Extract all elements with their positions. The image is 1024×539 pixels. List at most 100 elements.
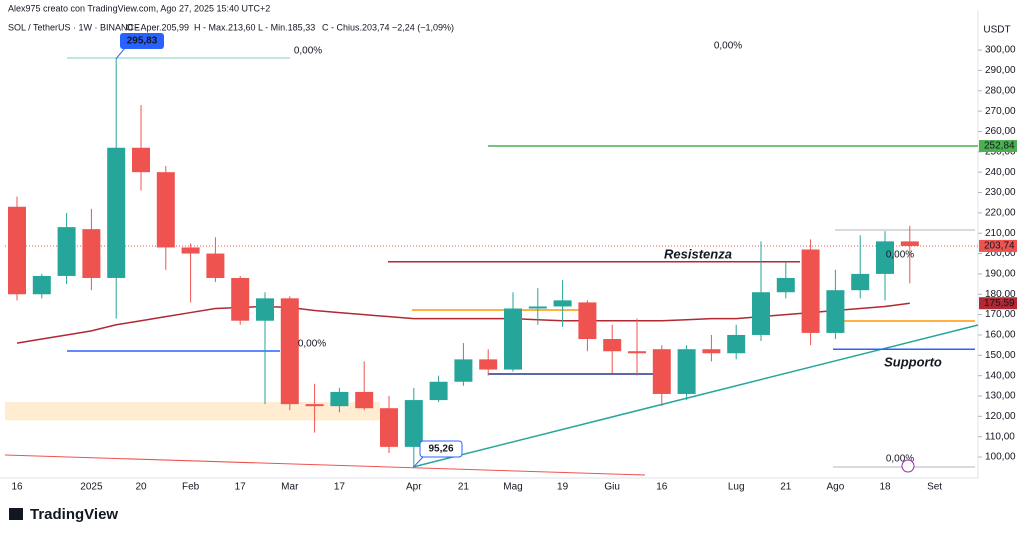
percent-label: 0,00% <box>714 41 742 52</box>
y-tick-label: 140,00 <box>985 370 1016 381</box>
candle-body <box>578 302 597 340</box>
min-label: 95,26 <box>428 444 453 455</box>
x-tick-label: 2025 <box>80 482 103 493</box>
x-tick-label: 17 <box>334 482 346 493</box>
candle-body <box>900 241 919 246</box>
candle-body <box>181 247 200 254</box>
x-tick-label: Mag <box>503 482 522 493</box>
candle-body <box>330 391 349 407</box>
x-tick-label: 20 <box>135 482 147 493</box>
max-tag <box>120 33 164 49</box>
percent-label: 0,00% <box>298 339 326 350</box>
currency: USDT <box>983 25 1010 36</box>
price-tag-label: 203,74 <box>984 241 1015 252</box>
price-tag <box>979 140 1017 153</box>
candle-body <box>8 206 26 295</box>
candle-body <box>752 292 770 335</box>
y-tick-label: 220,00 <box>985 208 1016 219</box>
candle-body <box>132 147 150 173</box>
min-tag <box>419 440 463 458</box>
candle-body <box>727 334 746 354</box>
y-tick-label: 110,00 <box>985 431 1015 442</box>
x-tick-label: 18 <box>879 482 891 493</box>
legend-symbol: SOL / TetherUS · 1W · BINANCE <box>8 22 140 32</box>
candle-body <box>82 229 101 278</box>
x-tick-label: Set <box>927 482 942 493</box>
candle-body <box>231 277 250 321</box>
y-tick-label: 100,00 <box>985 452 1016 463</box>
candle-body <box>652 349 671 394</box>
y-tick-label: 280,00 <box>985 85 1016 96</box>
y-tick-label: 170,00 <box>985 309 1016 320</box>
candle-body <box>206 253 225 278</box>
candle-body <box>553 300 572 307</box>
y-tick-label: 210,00 <box>985 228 1016 239</box>
candle-body <box>702 349 721 354</box>
trendline <box>4 454 646 476</box>
candle-body <box>876 241 894 274</box>
zone <box>5 402 380 421</box>
min-pointer <box>413 455 425 468</box>
candle-body <box>479 359 498 370</box>
candle-body <box>851 273 870 291</box>
logo-icon <box>9 508 23 520</box>
candle-body <box>454 359 473 382</box>
candle-body <box>256 298 274 321</box>
y-tick-label: 150,00 <box>985 350 1016 361</box>
candle-body <box>404 400 423 447</box>
candle-body <box>380 408 398 447</box>
price-tag-label: 252,84 <box>984 141 1015 152</box>
x-tick-label: Giu <box>604 482 620 493</box>
x-tick-label: Apr <box>406 482 422 493</box>
candle-body <box>628 351 646 354</box>
y-tick-label: 300,00 <box>985 45 1016 56</box>
x-tick-label: 16 <box>656 482 668 493</box>
y-tick-label: 160,00 <box>985 330 1016 341</box>
candle-body <box>504 308 522 370</box>
candle-body <box>429 381 448 401</box>
price-tag-label: 175,59 <box>984 298 1015 309</box>
x-tick-label: 19 <box>557 482 569 493</box>
price-tag <box>979 297 1017 310</box>
x-tick-label: 21 <box>458 482 470 493</box>
candle-body <box>826 290 845 333</box>
candle-body <box>603 339 622 352</box>
candle-body <box>801 249 820 333</box>
x-tick-label: Lug <box>728 482 745 493</box>
y-tick-label: 190,00 <box>985 269 1016 280</box>
y-tick-label: 270,00 <box>985 106 1016 117</box>
x-tick-label: Ago <box>827 482 845 493</box>
logo: TradingView <box>9 506 118 523</box>
max-pointer <box>115 47 126 59</box>
y-tick-label: 180,00 <box>985 289 1016 300</box>
y-tick-label: 260,00 <box>985 126 1016 137</box>
legend-ohlc: C - Chius.203,74 <box>322 22 390 32</box>
header: Alex975 creato con TradingView.com, Ago … <box>8 3 270 13</box>
legend-ohlc: O - Aper.205,99 <box>126 22 189 32</box>
legend-change: −2,24 (−1,09%) <box>392 22 454 32</box>
level-label: Resistenza <box>664 246 732 261</box>
candle-body <box>156 172 175 248</box>
legend-ohlc: H - Max.213,60 <box>194 22 256 32</box>
legend-ohlc: L - Min.185,33 <box>258 22 315 32</box>
x-tick-label: 16 <box>11 482 23 493</box>
y-tick-label: 240,00 <box>985 167 1016 178</box>
candle-body <box>528 306 547 309</box>
candle-body <box>107 147 126 278</box>
candle-body <box>32 275 51 295</box>
y-tick-label: 130,00 <box>985 391 1016 402</box>
level-label: Supporto <box>884 354 942 369</box>
percent-label: 0,00% <box>886 250 914 261</box>
candle-body <box>305 404 324 407</box>
x-tick-label: Feb <box>182 482 200 493</box>
x-tick-label: Mar <box>281 482 299 493</box>
max-label: 295,83 <box>127 36 158 47</box>
y-tick-label: 230,00 <box>985 187 1016 198</box>
percent-label: 0,00% <box>886 454 914 465</box>
x-tick-label: 21 <box>780 482 792 493</box>
percent-label: 0,00% <box>294 46 322 57</box>
x-tick-label: 17 <box>235 482 247 493</box>
candle-body <box>776 277 795 293</box>
